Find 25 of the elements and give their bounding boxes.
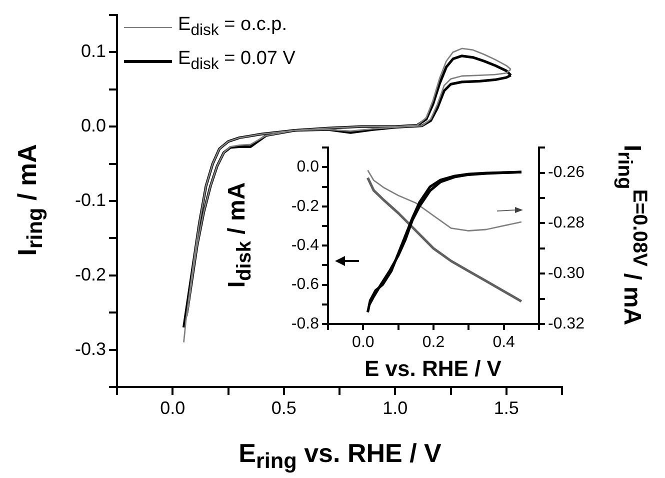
y-tick-label: -0.1: [74, 190, 106, 210]
y-tick-label: -0.6: [291, 276, 320, 294]
y2-tick-label: -0.30: [548, 265, 585, 282]
y-tick-label: -0.8: [291, 315, 320, 332]
x-tick-label: 1.0: [382, 398, 408, 418]
x-tick-label: 0.0: [160, 398, 186, 418]
y-tick-label: -0.4: [291, 237, 320, 254]
legend-label: E$_{disk}$ = 0.07 V: [178, 48, 296, 74]
y2-tick-label: -0.32: [548, 315, 585, 332]
x-tick-label: 0.4: [492, 334, 516, 352]
y2-tick-label: -0.26: [548, 164, 585, 182]
y-tick-label: 0.0: [80, 116, 106, 136]
y-tick-label: 0.1: [80, 41, 106, 62]
y-tick-label: 0.0: [296, 158, 320, 176]
x-tick-label: 0.2: [422, 334, 445, 352]
x-axis-title: E$_{ring}$ vs. RHE / V: [238, 438, 442, 474]
y-tick-label: -0.2: [291, 198, 320, 215]
y-tick-label: -0.3: [74, 338, 106, 359]
y2-tick-label: -0.28: [548, 214, 585, 232]
x-tick-label: 0.0: [352, 334, 374, 352]
x-tick-label: 0.5: [271, 398, 296, 418]
y-tick-label: -0.2: [74, 264, 106, 284]
legend-label: E$_{disk}$ = o.c.p.: [178, 14, 287, 40]
x-tick-label: 1.5: [494, 398, 519, 418]
x-axis-title: E vs. RHE / V: [364, 356, 502, 382]
